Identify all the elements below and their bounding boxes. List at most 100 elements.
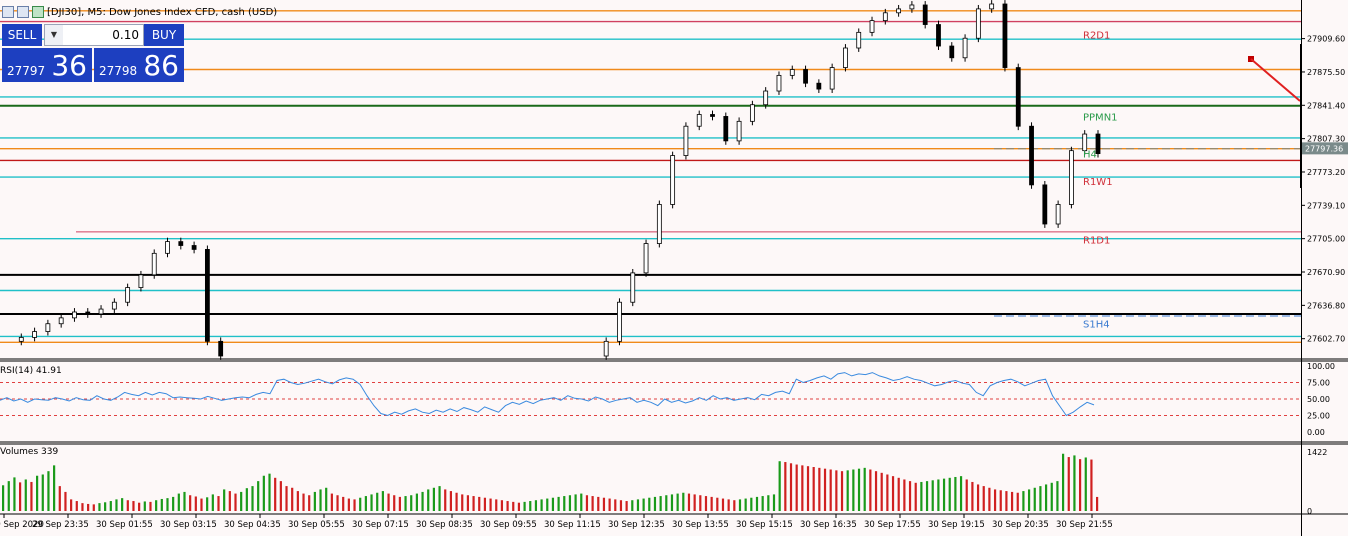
level-label-5: S1H4 <box>1083 320 1110 331</box>
sell-button[interactable]: SELL <box>2 24 42 46</box>
time-tick-label: 30 Sep 13:55 <box>672 520 729 530</box>
volume-tick-label: 0 <box>1307 507 1312 516</box>
volume-bar <box>687 493 691 511</box>
volume-bar <box>727 499 730 511</box>
volume-bar <box>1090 459 1093 511</box>
volume-bar <box>398 496 401 511</box>
time-tick-label: 29 Sep 23:35 <box>32 520 89 530</box>
volume-bar <box>1005 491 1008 511</box>
sell-price-box[interactable]: 27797 36 <box>2 48 92 82</box>
volume-bar <box>965 479 968 511</box>
volume-bar <box>806 466 810 511</box>
volume-bar <box>336 495 339 511</box>
rsi-tick-label: 75.00 <box>1307 379 1330 388</box>
volume-bar <box>506 501 509 511</box>
volume-bar <box>931 480 934 511</box>
volume-bar <box>897 477 900 511</box>
volume-bar <box>942 478 946 511</box>
volume-bar <box>852 469 855 511</box>
volume-bar <box>81 503 84 511</box>
volume-bar <box>716 497 719 511</box>
volume-bar <box>937 479 940 511</box>
rsi-series-line <box>0 372 1095 417</box>
candle-body <box>670 155 676 205</box>
candle-body <box>949 45 955 59</box>
volume-bar <box>636 499 640 511</box>
volume-bar <box>7 481 10 511</box>
volume-bar <box>976 484 980 511</box>
volume-bar <box>568 495 572 511</box>
volume-bar <box>211 494 214 511</box>
candle-body <box>218 340 224 357</box>
candle-body <box>165 241 170 254</box>
time-tick-label: 30 Sep 20:35 <box>992 520 1049 530</box>
volume-bar <box>971 481 974 511</box>
volume-bar <box>1044 484 1048 511</box>
volume-tick-label: 1422 <box>1307 448 1327 457</box>
rsi-tick-label: 0.00 <box>1307 428 1325 437</box>
buy-button[interactable]: BUY <box>144 24 184 46</box>
volume-bar <box>761 496 764 511</box>
volume-bar <box>466 495 470 511</box>
volume-bar <box>421 491 424 511</box>
volume-bar <box>880 472 883 511</box>
volume-bar <box>240 491 243 511</box>
volume-bar <box>319 489 322 511</box>
lot-decrease-arrow-icon[interactable]: ▼ <box>45 25 63 45</box>
window-icon <box>2 6 14 18</box>
candle-body <box>922 4 928 25</box>
volume-bar <box>245 488 248 511</box>
candle-body <box>856 31 862 49</box>
volume-bar <box>500 500 504 511</box>
volume-bar <box>370 494 373 511</box>
volume-bar <box>670 494 674 511</box>
lot-size-stepper[interactable]: ▼ <box>44 24 144 46</box>
volume-bar <box>812 467 815 511</box>
volume-bar <box>512 501 515 511</box>
buy-price-pips: 86 <box>143 49 179 82</box>
volume-bar <box>988 487 991 511</box>
volume-bar <box>869 469 872 511</box>
volume-bar <box>330 493 333 511</box>
candle-body <box>989 3 995 10</box>
candle-body <box>138 274 144 288</box>
volume-bar <box>166 498 169 511</box>
candle-body <box>869 20 875 33</box>
volume-bar <box>710 496 713 511</box>
candle-body <box>1029 125 1034 186</box>
volume-bar <box>1073 455 1076 511</box>
volume-bar <box>92 504 95 511</box>
volume-bar <box>58 486 61 511</box>
candle-body <box>178 241 184 246</box>
price-tick-label: 27670.90 <box>1307 268 1345 277</box>
price-tick-label: 27705.00 <box>1307 235 1345 244</box>
volume-bar <box>529 501 532 511</box>
candle-body <box>630 272 636 303</box>
buy-price-box[interactable]: 27798 86 <box>94 48 184 82</box>
level-label-2: H4 <box>1083 150 1097 161</box>
volume-bar <box>914 482 917 511</box>
volume-bar <box>449 491 453 511</box>
volume-bar <box>64 491 67 511</box>
time-tick-label: 29 Sep 2020 <box>0 520 44 530</box>
volume-bar <box>801 465 804 511</box>
volume-bar <box>755 496 759 511</box>
volume-bar <box>1056 481 1059 511</box>
grid-icon <box>17 6 29 18</box>
volume-bar <box>126 500 129 511</box>
volume-bar <box>308 495 311 511</box>
level-label-1: PPMN1 <box>1083 112 1118 123</box>
volume-bar <box>70 499 73 511</box>
sell-price-prefix: 27797 <box>7 64 46 78</box>
volume-bar <box>432 487 435 511</box>
lot-size-input[interactable] <box>63 27 143 43</box>
volume-bar <box>614 499 617 511</box>
volume-bar <box>1027 489 1031 511</box>
volume-title: Volumes 339 <box>0 447 58 457</box>
volume-bar <box>602 497 606 511</box>
candle-body <box>72 311 77 319</box>
volume-bar <box>835 470 838 511</box>
time-tick-label: 30 Sep 15:15 <box>736 520 793 530</box>
volume-bar <box>1010 491 1014 511</box>
volume-bar <box>347 498 350 511</box>
